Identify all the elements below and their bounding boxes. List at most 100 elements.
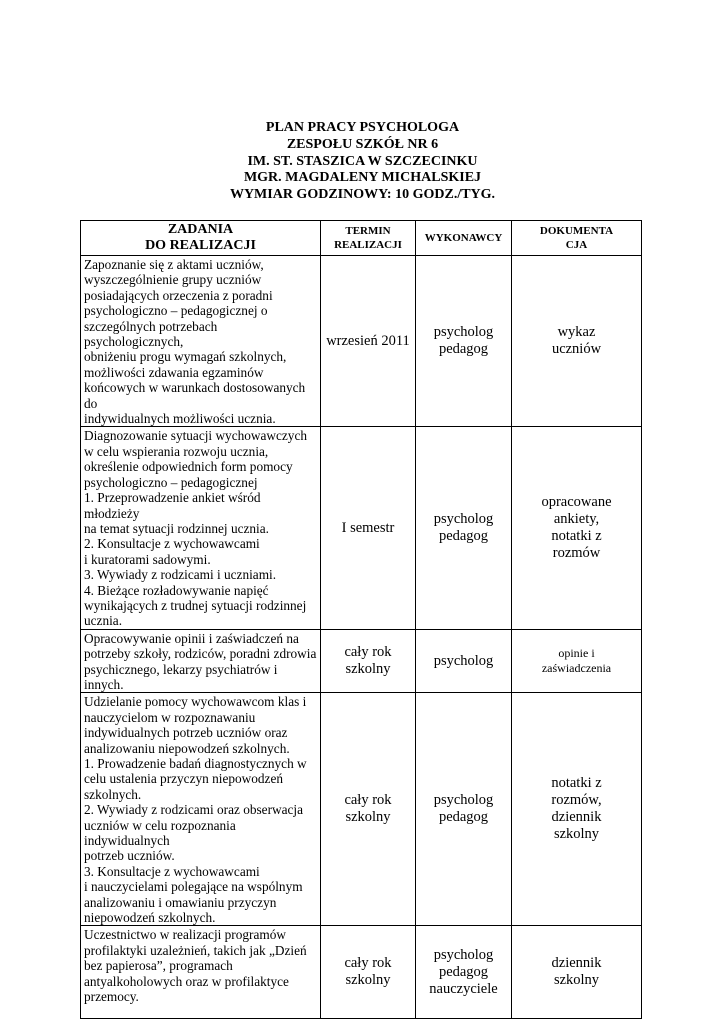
cell-line: cały rok bbox=[344, 644, 392, 661]
wykonawcy-cell: psycholog pedagog nauczyciele bbox=[415, 925, 512, 1020]
cell-line: opracowane bbox=[541, 494, 612, 511]
plan-table: ZADANIA DO REALIZACJI TERMIN REALIZACJI WYKO… bbox=[80, 220, 642, 1020]
cell-line: wykaz bbox=[557, 324, 596, 341]
cell-line: Opracowywanie opinii i zaświadczeń na bbox=[84, 630, 299, 646]
dokumentacja-cell: opinie i zaświadczenia bbox=[511, 628, 642, 694]
cell-line: ankiety, bbox=[553, 511, 600, 528]
table-row: Udzielanie pomocy wychowawcom klas i nauc… bbox=[80, 692, 642, 927]
cell-line: cały rok bbox=[344, 792, 392, 809]
cell-line: uczniów w celu rozpoznania indywidualnyc… bbox=[84, 817, 236, 849]
dokumentacja-cell: wykaz uczniów bbox=[511, 254, 642, 428]
task-cell: Opracowywanie opinii i zaświadczeń na pot… bbox=[80, 628, 321, 694]
table-row: Diagnozowanie sytuacji wychowawczych w ce… bbox=[80, 426, 642, 630]
cell-line: cały rok bbox=[344, 955, 392, 972]
cell-line: analizowaniu i omawianiu przyczyn bbox=[84, 894, 277, 910]
cell-line: ucznia. bbox=[84, 613, 123, 629]
cell-line: szkolny bbox=[553, 972, 600, 989]
cell-line: Zapoznanie się z aktami uczniów, bbox=[84, 257, 264, 272]
cell-line: niepowodzeń szkolnych. bbox=[84, 910, 216, 926]
cell-line: nauczycielom w rozpoznawaniu bbox=[84, 709, 256, 725]
table-row: Uczestnictwo w realizacji programów profi… bbox=[80, 925, 642, 1020]
table-row: Zapoznanie się z aktami uczniów, wyszczeg… bbox=[80, 254, 642, 428]
cell-line: notatki z bbox=[551, 775, 602, 792]
cell-line: 2. Konsultacje z wychowawcami bbox=[84, 536, 260, 552]
header-line: TERMIN bbox=[345, 225, 391, 237]
cell-line: Diagnozowanie sytuacji wychowawczych bbox=[84, 428, 308, 444]
title-line: MGR. MAGDALENY MICHALSKIEJ bbox=[243, 170, 482, 186]
wykonawcy-cell: psycholog pedagog bbox=[415, 426, 512, 630]
dokumentacja-cell: dziennik szkolny bbox=[511, 925, 642, 1020]
cell-line: pedagog bbox=[438, 528, 489, 545]
cell-line: szkolny bbox=[345, 661, 391, 678]
cell-line: rozmów bbox=[552, 545, 601, 562]
cell-line: 3. Wywiady z rodzicami i uczniami. bbox=[84, 567, 277, 583]
cell-line: dziennik bbox=[551, 955, 602, 972]
termin-cell: cały rok szkolny bbox=[320, 925, 416, 1020]
cell-line: 2. Wywiady z rodzicami oraz obserwacja bbox=[84, 802, 303, 818]
cell-line: potrzeb uczniów. bbox=[84, 848, 175, 864]
header-dokumentacja: DOKUMENTA CJA bbox=[511, 220, 642, 256]
cell-line: psychologiczno – pedagogicznej o bbox=[84, 303, 268, 319]
header-line: CJA bbox=[565, 239, 588, 251]
header-wykonawcy: WYKONAWCY bbox=[415, 220, 512, 256]
cell-line: nauczyciele bbox=[429, 980, 498, 997]
task-cell: Diagnozowanie sytuacji wychowawczych w ce… bbox=[80, 426, 321, 630]
wykonawcy-cell: psycholog pedagog bbox=[415, 254, 512, 428]
cell-line: bez papierosa”, programach bbox=[84, 958, 233, 974]
cell-line: notatki z bbox=[551, 528, 602, 545]
termin-cell: cały rok szkolny bbox=[320, 692, 416, 927]
cell-line: potrzeby szkoły, rodziców, poradni zdrow… bbox=[84, 646, 317, 662]
cell-line: możliwości zdawania egzaminów bbox=[84, 364, 264, 380]
termin-cell: I semestr bbox=[320, 426, 416, 630]
cell-line: 3. Konsultacje z wychowawcami bbox=[84, 863, 260, 879]
header-line: WYKONAWCY bbox=[424, 232, 503, 244]
cell-line: w celu wspierania rozwoju ucznia, bbox=[84, 443, 269, 459]
header-zadania: ZADANIA DO REALIZACJI bbox=[80, 220, 321, 256]
cell-line: 1. Prowadzenie badań diagnostycznych w bbox=[84, 756, 307, 771]
cell-line: 4. Bieżące rozładowywanie napięć bbox=[84, 582, 269, 598]
cell-line: dziennik bbox=[551, 809, 602, 826]
cell-line: psychologiczno – pedagogicznej bbox=[84, 474, 258, 490]
termin-cell: cały rok szkolny bbox=[320, 628, 416, 694]
header-line: REALIZACJI bbox=[334, 239, 402, 251]
termin-cell: wrzesień 2011 bbox=[320, 254, 416, 428]
cell-line: szkolny bbox=[345, 972, 391, 989]
cell-line: I semestr bbox=[341, 519, 395, 536]
task-cell: Uczestnictwo w realizacji programów profi… bbox=[80, 925, 321, 1020]
cell-line: zaświadczenia bbox=[541, 661, 612, 676]
cell-line: pedagog bbox=[438, 963, 489, 980]
cell-line: pedagog bbox=[438, 341, 489, 358]
cell-line: szkolnych. bbox=[84, 786, 142, 802]
cell-line: wynikających z trudnej sytuacji rodzinne… bbox=[84, 597, 307, 613]
cell-line: obniżeniu progu wymagań szkolnych, bbox=[84, 349, 287, 365]
cell-line: psycholog bbox=[433, 792, 494, 809]
cell-line: psycholog bbox=[433, 511, 494, 528]
cell-line: celu ustalenia przyczyn niepowodzeń bbox=[84, 771, 283, 787]
title-line: IM. ST. STASZICA W SZCZECINKU bbox=[247, 153, 478, 169]
cell-line: psychicznego, lekarzy psychiatrów i inny… bbox=[84, 661, 278, 692]
cell-line: psycholog bbox=[433, 652, 494, 669]
cell-line: psycholog bbox=[433, 324, 494, 341]
cell-line: analizowaniu niepowodzeń szkolnych. bbox=[84, 740, 290, 756]
title-line: WYMIAR GODZINOWY: 10 GODZ./TYG. bbox=[229, 187, 496, 203]
dokumentacja-cell: opracowane ankiety, notatki z rozmów bbox=[511, 426, 642, 630]
cell-line: szkolny bbox=[345, 809, 391, 826]
wykonawcy-cell: psycholog pedagog bbox=[415, 692, 512, 927]
cell-line: opinie i bbox=[558, 646, 595, 661]
cell-line: i nauczycielami polegające na wspólnym bbox=[84, 879, 303, 895]
wykonawcy-cell: psycholog bbox=[415, 628, 512, 694]
cell-line: rozmów, bbox=[551, 792, 602, 809]
header-line: DO REALIZACJI bbox=[145, 238, 256, 253]
cell-line: indywidualnych możliwości ucznia. bbox=[84, 411, 276, 427]
cell-line: posiadających orzeczenia z poradni bbox=[84, 287, 273, 303]
cell-line: i kuratorami sadowymi. bbox=[84, 551, 211, 567]
cell-line: pedagog bbox=[438, 809, 489, 826]
table-row: Opracowywanie opinii i zaświadczeń na pot… bbox=[80, 628, 642, 694]
cell-line: psycholog bbox=[433, 946, 494, 963]
cell-line: określenie odpowiednich form pomocy bbox=[84, 459, 293, 475]
cell-line: przemocy. bbox=[84, 989, 139, 1005]
header-termin: TERMIN REALIZACJI bbox=[320, 220, 416, 256]
header-row: ZADANIA DO REALIZACJI TERMIN REALIZACJI WYKO… bbox=[80, 220, 642, 256]
cell-line: indywidualnych potrzeb uczniów oraz bbox=[84, 725, 288, 741]
